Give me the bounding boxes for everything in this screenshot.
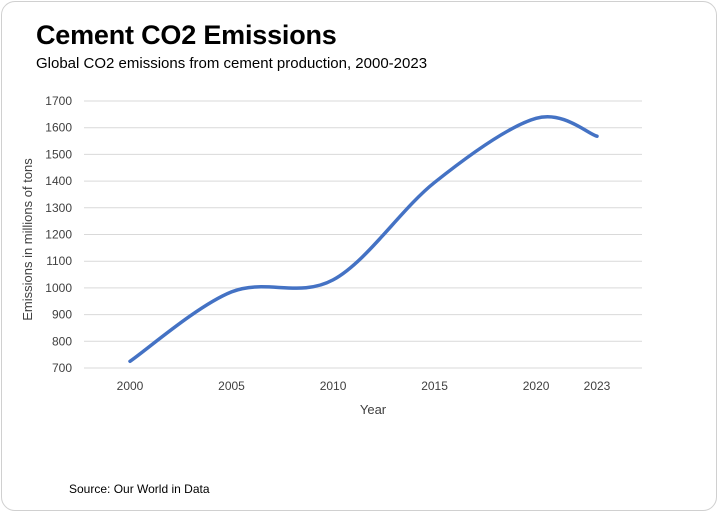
gridlines xyxy=(84,100,642,369)
x-tick-label-2023: 2023 xyxy=(584,379,611,393)
chart-title: Cement CO2 Emissions xyxy=(36,20,337,50)
y-tick-label-1600: 1600 xyxy=(45,121,72,135)
x-axis-ticks: 2000 2005 2010 2015 2020 2023 xyxy=(117,379,611,393)
y-tick-label-1400: 1400 xyxy=(45,174,72,188)
y-tick-label-900: 900 xyxy=(52,308,72,322)
x-tick-label-2020: 2020 xyxy=(523,379,550,393)
x-axis-title: Year xyxy=(360,402,387,417)
x-tick-label-2005: 2005 xyxy=(218,379,245,393)
x-tick-label-2000: 2000 xyxy=(117,379,144,393)
y-tick-label-1000: 1000 xyxy=(45,281,72,295)
chart-subtitle: Global CO2 emissions from cement product… xyxy=(36,55,428,72)
y-tick-label-1700: 1700 xyxy=(45,94,72,108)
y-tick-label-1200: 1200 xyxy=(45,228,72,242)
series-layer xyxy=(128,115,599,364)
y-tick-label-1500: 1500 xyxy=(45,147,72,161)
y-tick-label-700: 700 xyxy=(52,361,72,375)
y-axis-ticks: 700 800 900 1000 1100 1200 1300 1400 1500 1600 170… xyxy=(45,94,72,375)
y-tick-label-1300: 1300 xyxy=(45,201,72,215)
source-note: Source: Our World in Data xyxy=(69,482,210,496)
y-tick-label-800: 800 xyxy=(52,334,72,348)
y-tick-label-1100: 1100 xyxy=(46,254,72,268)
series-line-0 xyxy=(128,115,599,364)
x-tick-label-2010: 2010 xyxy=(320,379,347,393)
x-tick-label-2015: 2015 xyxy=(421,379,448,393)
y-axis-title: Emissions in millions of tons xyxy=(20,158,35,321)
